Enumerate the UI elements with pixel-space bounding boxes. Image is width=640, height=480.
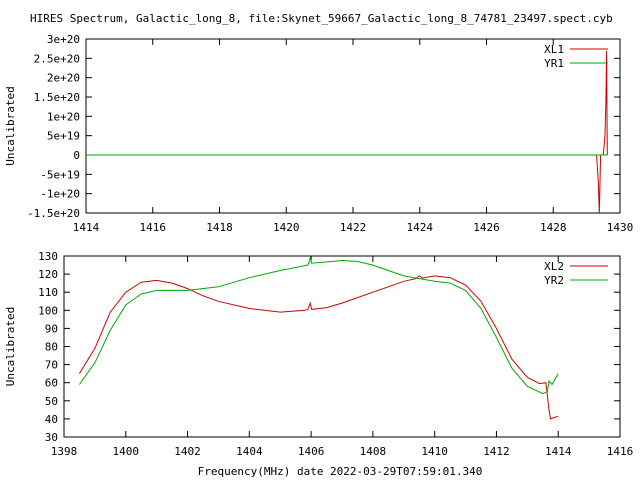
bottom-y-tick-label: 40 [45,413,58,426]
bottom-y-tick-label: 130 [38,250,58,263]
top-plot-frame [85,38,621,214]
bottom-plot-axes: 1398 1400 1402 1404 1406 1408 1410 1412 1414 1416… [4,250,633,478]
bottom-x-tick-label: 1406 [298,445,325,458]
top-y-tick-label: 1e+20 [47,110,80,123]
bottom-x-tick-label: 1400 [113,445,140,458]
x-axis-label: Frequency(MHz) date 2022-03-29T07:59:01.… [198,465,483,478]
bottom-x-tick-label: 1398 [51,445,78,458]
top-y-tick-label: 2e+20 [47,72,80,85]
bottom-y-tick-label: 80 [45,341,58,354]
bottom-x-tick-label: 1404 [236,445,263,458]
bottom-x-tick-label: 1412 [483,445,510,458]
top-x-tick-label: 1430 [607,221,634,234]
top-x-tick-label: 1418 [206,221,233,234]
bottom-plot-series [78,256,559,420]
top-y-tick-label: 5e+19 [47,130,80,143]
top-x-tick-label: 1428 [540,221,567,234]
bottom-y-tick-label: 90 [45,322,58,335]
bottom-x-tick-label: 1416 [607,445,634,458]
bottom-x-tick-label: 1414 [545,445,572,458]
top-y-tick-label: 2.5e+20 [34,52,80,65]
top-x-tick-label: 1420 [273,221,300,234]
top-x-tick-label: 1426 [473,221,500,234]
bottom-spectrum-plot: 1398 1400 1402 1404 1406 1408 1410 1412 1414 1416… [4,250,633,478]
top-spectrum-plot: 1414 1416 1418 1420 1422 1424 1426 1428 1430 -1.5… [4,33,633,234]
legend-label-xl1: XL1 [544,43,564,56]
top-x-tick-label: 1422 [340,221,367,234]
bottom-y-tick-label: 50 [45,395,58,408]
top-y-tick-label: -5e+19 [40,168,80,181]
bottom-x-tick-label: 1408 [360,445,387,458]
top-x-tick-label: 1424 [407,221,434,234]
bottom-y-tick-label: 70 [45,359,58,372]
legend-label-xl2: XL2 [544,260,564,273]
bottom-y-tick-label: 60 [45,377,58,390]
top-y-tick-label: -1.5e+20 [27,207,80,220]
bottom-y-tick-label: 100 [38,304,58,317]
series-yr2-line [78,256,559,395]
series-xl2-line [78,275,559,420]
bottom-x-tick-label: 1402 [174,445,201,458]
top-y-tick-label: 0 [73,149,80,162]
top-plot-series [86,50,608,214]
top-y-axis-label: Uncalibrated [4,86,17,165]
bottom-x-tick-label: 1410 [421,445,448,458]
bottom-y-tick-label: 110 [38,286,58,299]
bottom-plot-frame [63,255,621,438]
top-x-tick-label: 1416 [140,221,167,234]
top-x-tick-label: 1414 [73,221,100,234]
legend-label-yr2: YR2 [544,274,564,287]
bottom-y-axis-label: Uncalibrated [4,307,17,386]
bottom-y-tick-label: 120 [38,268,58,281]
top-y-tick-label: 1.5e+20 [34,91,80,104]
top-plot-axes: 1414 1416 1418 1420 1422 1424 1426 1428 1430 -1.5… [4,33,633,234]
figure-title: HIRES Spectrum, Galactic_long_8, file:Sk… [30,12,613,25]
top-y-tick-label: -1e+20 [40,188,80,201]
top-y-tick-label: 3e+20 [47,33,80,46]
series-xl1-line [86,50,608,214]
bottom-y-tick-label: 30 [45,431,58,444]
legend-label-yr1: YR1 [544,57,564,70]
